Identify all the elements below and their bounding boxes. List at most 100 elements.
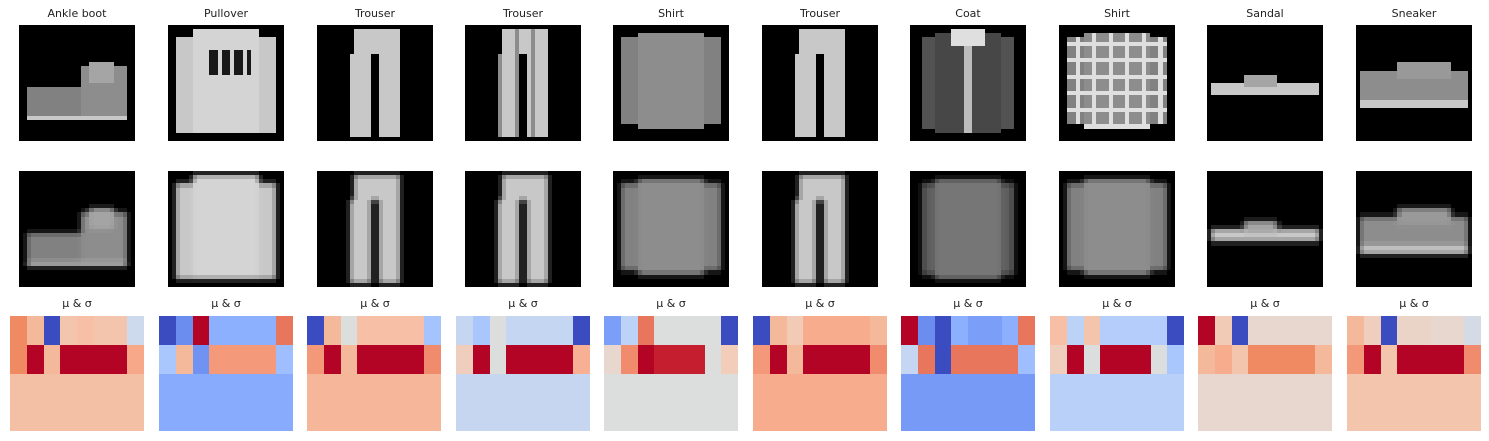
heatmap-cell <box>853 344 871 374</box>
heatmap-cell <box>77 373 94 403</box>
heatmap-cell <box>1380 344 1398 374</box>
sample-image-row2-3 <box>317 171 433 287</box>
heatmap-cell <box>340 373 358 403</box>
heatmap-cell <box>1414 316 1431 345</box>
heatmap-cell <box>1066 402 1084 431</box>
heatmap-cell <box>1066 373 1084 403</box>
heatmap-cell <box>489 402 507 431</box>
heatmap-cell <box>1447 402 1465 431</box>
heatmap-cell <box>1430 316 1448 345</box>
heatmap-cell <box>242 373 260 403</box>
heatmap-cell <box>1214 402 1232 431</box>
heatmap-cell <box>110 373 128 403</box>
heatmap-cell <box>984 344 1002 374</box>
heatmap-cell <box>209 373 226 403</box>
heatmap-cell <box>934 373 952 403</box>
heatmap-cell <box>1430 373 1448 403</box>
heatmap-cell <box>1018 344 1035 374</box>
heatmap-cell <box>110 344 128 374</box>
heatmap-cell <box>1447 316 1465 345</box>
heatmap-cell <box>127 402 144 431</box>
heatmap-cell <box>226 373 243 403</box>
heatmap-cell <box>934 344 952 374</box>
heatmap-cell <box>556 402 574 431</box>
heatmap-cell <box>523 344 540 374</box>
heatmap-cell <box>26 344 44 374</box>
heatmap-cell <box>159 373 176 403</box>
heatmap-cell <box>357 316 374 345</box>
heatmap-cell <box>1231 373 1249 403</box>
heatmap-cell <box>127 316 144 345</box>
column-7: Coat μ & σ <box>900 0 1036 441</box>
heatmap-cell <box>753 373 770 403</box>
heatmap-cell <box>60 402 77 431</box>
heatmap-cell <box>1464 316 1481 345</box>
heatmap-cell <box>127 344 144 374</box>
heatmap-cell <box>424 344 441 374</box>
heatmap-cell <box>523 402 540 431</box>
heatmap-cell <box>1167 316 1184 345</box>
heatmap-cell <box>472 344 490 374</box>
heatmap-cell <box>721 344 738 374</box>
heatmap-cell <box>1447 373 1465 403</box>
mu-sigma-heatmap-10 <box>1347 316 1481 431</box>
heatmap-cell <box>1083 316 1101 345</box>
heatmap-cell <box>769 373 787 403</box>
heatmap-cell <box>604 316 621 345</box>
heatmap-cell <box>917 316 935 345</box>
heatmap-cell <box>1117 373 1134 403</box>
column-1: Ankle boot μ & σ <box>9 0 145 441</box>
column-8: Shirt μ & σ <box>1049 0 1185 441</box>
mu-sigma-heatmap-4 <box>456 316 590 431</box>
heatmap-cell <box>671 316 688 345</box>
heatmap-cell <box>1167 402 1184 431</box>
heatmap-cell <box>60 344 77 374</box>
heatmap-cell <box>1231 344 1249 374</box>
sample-image-row2-7 <box>910 171 1026 287</box>
heatmap-cell <box>1315 402 1332 431</box>
sample-title: Shirt <box>1104 7 1130 20</box>
heatmap-cell <box>753 402 770 431</box>
heatmap-cell <box>175 402 193 431</box>
heatmap-cell <box>1018 402 1035 431</box>
heatmap-cell <box>456 316 473 345</box>
heatmap-cell <box>276 344 293 374</box>
heatmap-cell <box>489 344 507 374</box>
heatmap-cell <box>917 402 935 431</box>
heatmap-cell <box>209 402 226 431</box>
heatmap-cell <box>424 373 441 403</box>
heatmap-cell <box>654 373 671 403</box>
heatmap-cell <box>1397 373 1414 403</box>
heatmap-cell <box>43 402 61 431</box>
heatmap-cell <box>687 316 705 345</box>
heatmap-cell <box>803 316 820 345</box>
heatmap-cell <box>637 316 655 345</box>
heatmap-cell <box>192 373 210 403</box>
heatmap-cell <box>803 402 820 431</box>
heatmap-cell <box>1214 316 1232 345</box>
heatmap-cell <box>1414 373 1431 403</box>
heatmap-cell <box>951 316 968 345</box>
heatmap-cell <box>901 373 918 403</box>
heatmap-cell <box>1066 316 1084 345</box>
heatmap-cell <box>10 402 27 431</box>
mu-sigma-heatmap-2 <box>159 316 293 431</box>
sample-image-row1-9 <box>1207 25 1323 141</box>
heatmap-cell <box>556 373 574 403</box>
heatmap-cell <box>407 344 425 374</box>
heatmap-cell <box>407 402 425 431</box>
column-6: Trouser μ & σ <box>752 0 888 441</box>
heatmap-cell <box>1265 373 1282 403</box>
heatmap-title: μ & σ <box>508 297 538 310</box>
heatmap-cell <box>506 373 523 403</box>
heatmap-cell <box>259 344 277 374</box>
heatmap-title: μ & σ <box>1102 297 1132 310</box>
heatmap-cell <box>1083 373 1101 403</box>
heatmap-cell <box>1298 373 1316 403</box>
sample-image-row2-6 <box>762 171 878 287</box>
heatmap-cell <box>901 344 918 374</box>
heatmap-cell <box>687 373 705 403</box>
heatmap-cell <box>1298 316 1316 345</box>
heatmap-cell <box>1066 344 1084 374</box>
heatmap-cell <box>226 402 243 431</box>
